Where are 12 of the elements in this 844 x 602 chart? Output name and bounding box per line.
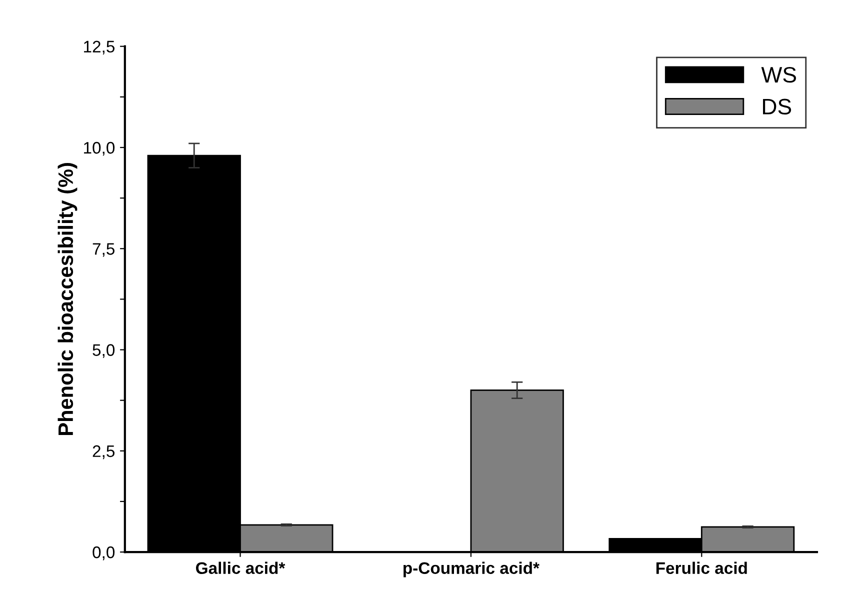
x-tick-label: p-Coumaric acid* — [404, 562, 540, 578]
legend-label: DS — [763, 98, 792, 115]
y-tick-label: 0,0 — [92, 546, 115, 560]
legend-label: WS — [761, 66, 796, 83]
y-tick-label: 10,0 — [84, 142, 115, 156]
y-tick-label: 5,0 — [92, 344, 115, 358]
y-axis-title: Phenolic bioaccesibility (%) — [58, 163, 78, 435]
y-tick-label: 12,5 — [84, 40, 114, 55]
y-tick-label: 7,5 — [92, 243, 114, 257]
x-tick-label: Ferulic acid — [656, 562, 747, 574]
x-tick-label: Gallic acid* — [196, 562, 286, 574]
y-tick-label: 2,5 — [92, 445, 114, 460]
